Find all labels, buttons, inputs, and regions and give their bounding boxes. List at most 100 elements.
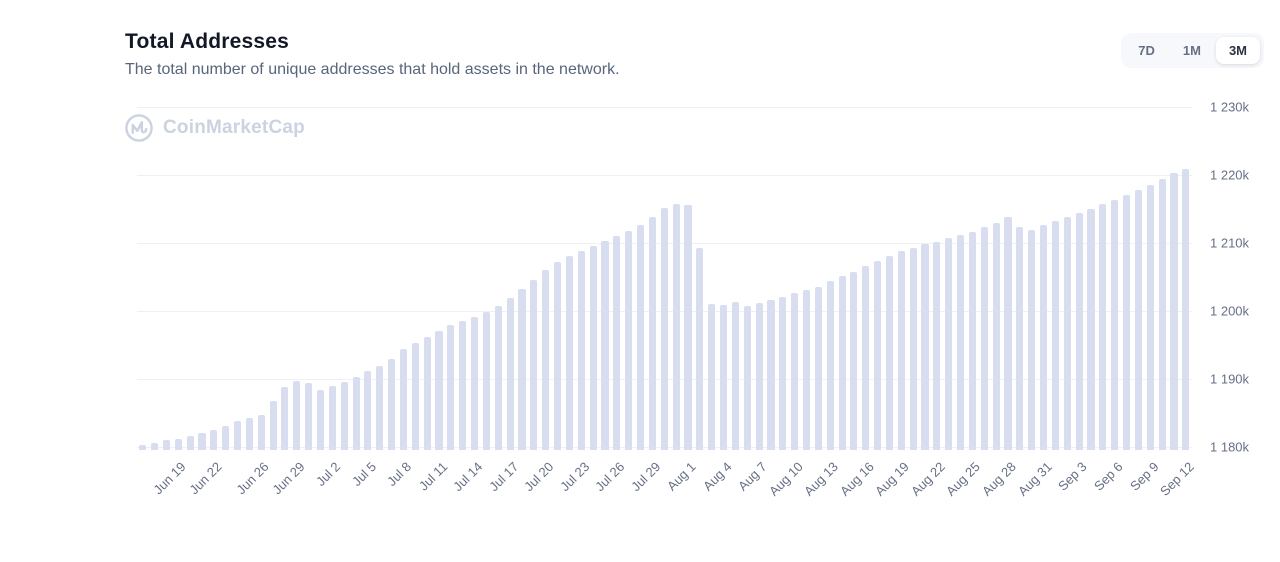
y-axis-label: 1 200k — [1210, 303, 1250, 319]
bar[interactable] — [506, 298, 514, 450]
bar[interactable] — [648, 216, 656, 450]
bar[interactable] — [767, 299, 775, 450]
bar[interactable] — [554, 262, 562, 450]
bar[interactable] — [435, 330, 443, 450]
bar[interactable] — [1087, 209, 1095, 450]
bar[interactable] — [885, 256, 894, 450]
bar[interactable] — [719, 305, 728, 450]
bar[interactable] — [411, 343, 419, 450]
bar[interactable] — [672, 203, 680, 450]
bar[interactable] — [565, 256, 573, 450]
coinmarketcap-watermark: CoinMarketCap — [124, 113, 305, 143]
bar[interactable] — [589, 245, 597, 450]
bar[interactable] — [601, 241, 609, 450]
bar[interactable] — [814, 286, 822, 450]
bar[interactable] — [245, 418, 253, 450]
bar[interactable] — [731, 302, 739, 450]
bar[interactable] — [518, 289, 526, 450]
bar[interactable] — [1016, 226, 1024, 450]
page-subtitle: The total number of unique addresses tha… — [125, 61, 620, 78]
bar[interactable] — [150, 442, 159, 450]
bar[interactable] — [471, 316, 479, 450]
bar[interactable] — [1123, 194, 1131, 450]
bar[interactable] — [850, 271, 858, 450]
bar[interactable] — [340, 381, 348, 450]
bar[interactable] — [625, 230, 633, 450]
bar[interactable] — [447, 325, 455, 450]
bar[interactable] — [1040, 225, 1048, 450]
bar[interactable] — [1170, 173, 1178, 450]
bar[interactable] — [1146, 184, 1154, 450]
bar[interactable] — [1111, 199, 1119, 450]
bar[interactable] — [660, 207, 668, 450]
bar[interactable] — [1063, 217, 1071, 450]
bar[interactable] — [802, 290, 811, 450]
bar[interactable] — [696, 247, 704, 450]
bar[interactable] — [636, 225, 645, 450]
bar[interactable] — [293, 380, 301, 450]
bar[interactable] — [328, 386, 336, 450]
bar[interactable] — [980, 227, 988, 450]
bar[interactable] — [1134, 190, 1142, 450]
bar[interactable] — [874, 260, 882, 450]
bar[interactable] — [494, 305, 502, 450]
bar[interactable] — [139, 444, 147, 450]
bar[interactable] — [577, 250, 585, 450]
bar[interactable] — [530, 279, 538, 450]
bar[interactable] — [838, 276, 846, 450]
bar[interactable] — [198, 433, 206, 450]
bar[interactable] — [352, 377, 360, 450]
bar[interactable] — [743, 305, 751, 450]
bar[interactable] — [162, 440, 170, 450]
bar[interactable] — [791, 293, 799, 450]
bar[interactable] — [281, 386, 289, 450]
bar[interactable] — [542, 270, 550, 450]
bar[interactable] — [364, 371, 372, 450]
bar[interactable] — [968, 231, 977, 450]
y-axis-label: 1 230k — [1210, 99, 1250, 115]
x-axis-label: Aug 28 — [979, 459, 1019, 499]
bar[interactable] — [388, 358, 396, 450]
bar[interactable] — [399, 349, 408, 450]
x-axis-label: Jul 2 — [313, 459, 344, 490]
bar[interactable] — [222, 425, 230, 450]
bar[interactable] — [186, 435, 194, 450]
bar[interactable] — [684, 205, 692, 450]
bar[interactable] — [316, 390, 325, 450]
bar[interactable] — [779, 296, 787, 450]
x-axis-label: Aug 22 — [907, 459, 948, 499]
bar[interactable] — [921, 244, 929, 450]
bar[interactable] — [459, 320, 467, 450]
bar[interactable] — [1158, 179, 1166, 450]
bar[interactable] — [482, 311, 490, 450]
bar[interactable] — [305, 383, 313, 450]
bar[interactable] — [210, 429, 218, 450]
bar[interactable] — [1004, 217, 1012, 450]
range-3m-button[interactable]: 3M — [1215, 37, 1260, 64]
bar[interactable] — [945, 238, 953, 450]
bar[interactable] — [1051, 221, 1059, 450]
bar[interactable] — [957, 234, 965, 450]
range-7d-button[interactable]: 7D — [1125, 37, 1168, 64]
bar[interactable] — [613, 236, 621, 450]
x-axis-label: Jul 5 — [348, 459, 379, 490]
bar[interactable] — [257, 414, 265, 450]
bar[interactable] — [233, 421, 242, 450]
bar[interactable] — [862, 266, 870, 450]
bar[interactable] — [423, 337, 431, 450]
bar[interactable] — [755, 303, 763, 450]
bar[interactable] — [1182, 168, 1190, 450]
bar[interactable] — [174, 439, 182, 450]
bar[interactable] — [933, 241, 941, 450]
range-1m-button[interactable]: 1M — [1170, 37, 1214, 64]
bar[interactable] — [826, 281, 834, 450]
bar[interactable] — [1075, 213, 1083, 450]
bar[interactable] — [992, 222, 1000, 450]
bar[interactable] — [269, 401, 277, 450]
bar[interactable] — [1099, 204, 1107, 450]
bar[interactable] — [897, 251, 905, 450]
bar[interactable] — [909, 247, 917, 450]
bar[interactable] — [708, 304, 716, 450]
bar[interactable] — [1028, 229, 1036, 450]
bar[interactable] — [376, 365, 384, 450]
